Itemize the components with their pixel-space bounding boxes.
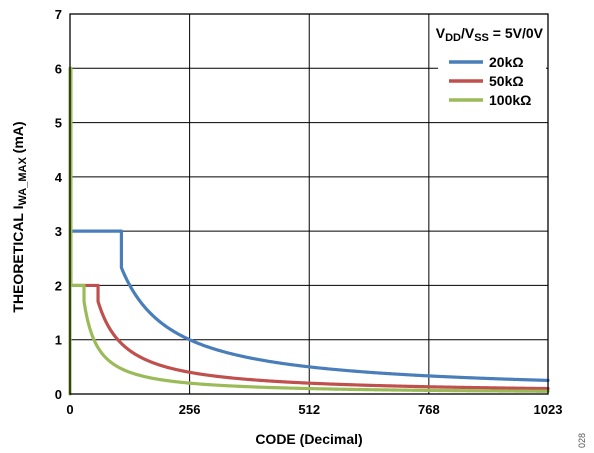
x-tick-label: 0: [66, 402, 73, 417]
legend-label: 20kΩ: [489, 54, 524, 70]
series-line: [68, 283, 550, 391]
y-tick-label: 7: [55, 7, 62, 22]
legend-label: 100kΩ: [489, 92, 531, 108]
series-line: [68, 229, 550, 383]
series-lines: [68, 66, 550, 396]
plot-frame: [69, 13, 549, 395]
y-tick-label: 3: [55, 224, 62, 239]
legend: 20kΩ 50kΩ 100kΩ: [438, 50, 546, 112]
x-tick-labels: 0 256 512 768 1023: [66, 402, 562, 417]
y-tick-label: 2: [55, 278, 62, 293]
grid: [70, 14, 548, 394]
y-tick-labels: 0 1 2 3 4 5 6 7: [55, 7, 63, 402]
x-tick-label: 512: [298, 402, 320, 417]
y-tick-label: 4: [55, 170, 63, 185]
series-line: [68, 66, 550, 396]
y-tick-label: 5: [55, 116, 62, 131]
x-tick-label: 768: [418, 402, 440, 417]
y-tick-label: 6: [55, 61, 62, 76]
y-tick-label: 1: [55, 333, 62, 348]
y-axis-title: THEORETICAL IWA_MAX (mA): [10, 121, 29, 312]
figure-id: 028: [577, 433, 587, 448]
x-tick-label: 1023: [534, 402, 563, 417]
x-axis-title: CODE (Decimal): [255, 431, 362, 447]
legend-label: 50kΩ: [489, 73, 524, 89]
x-tick-label: 256: [179, 402, 201, 417]
supply-annotation: VDD/VSS = 5V/0V: [436, 25, 544, 44]
y-tick-label: 0: [55, 387, 62, 402]
